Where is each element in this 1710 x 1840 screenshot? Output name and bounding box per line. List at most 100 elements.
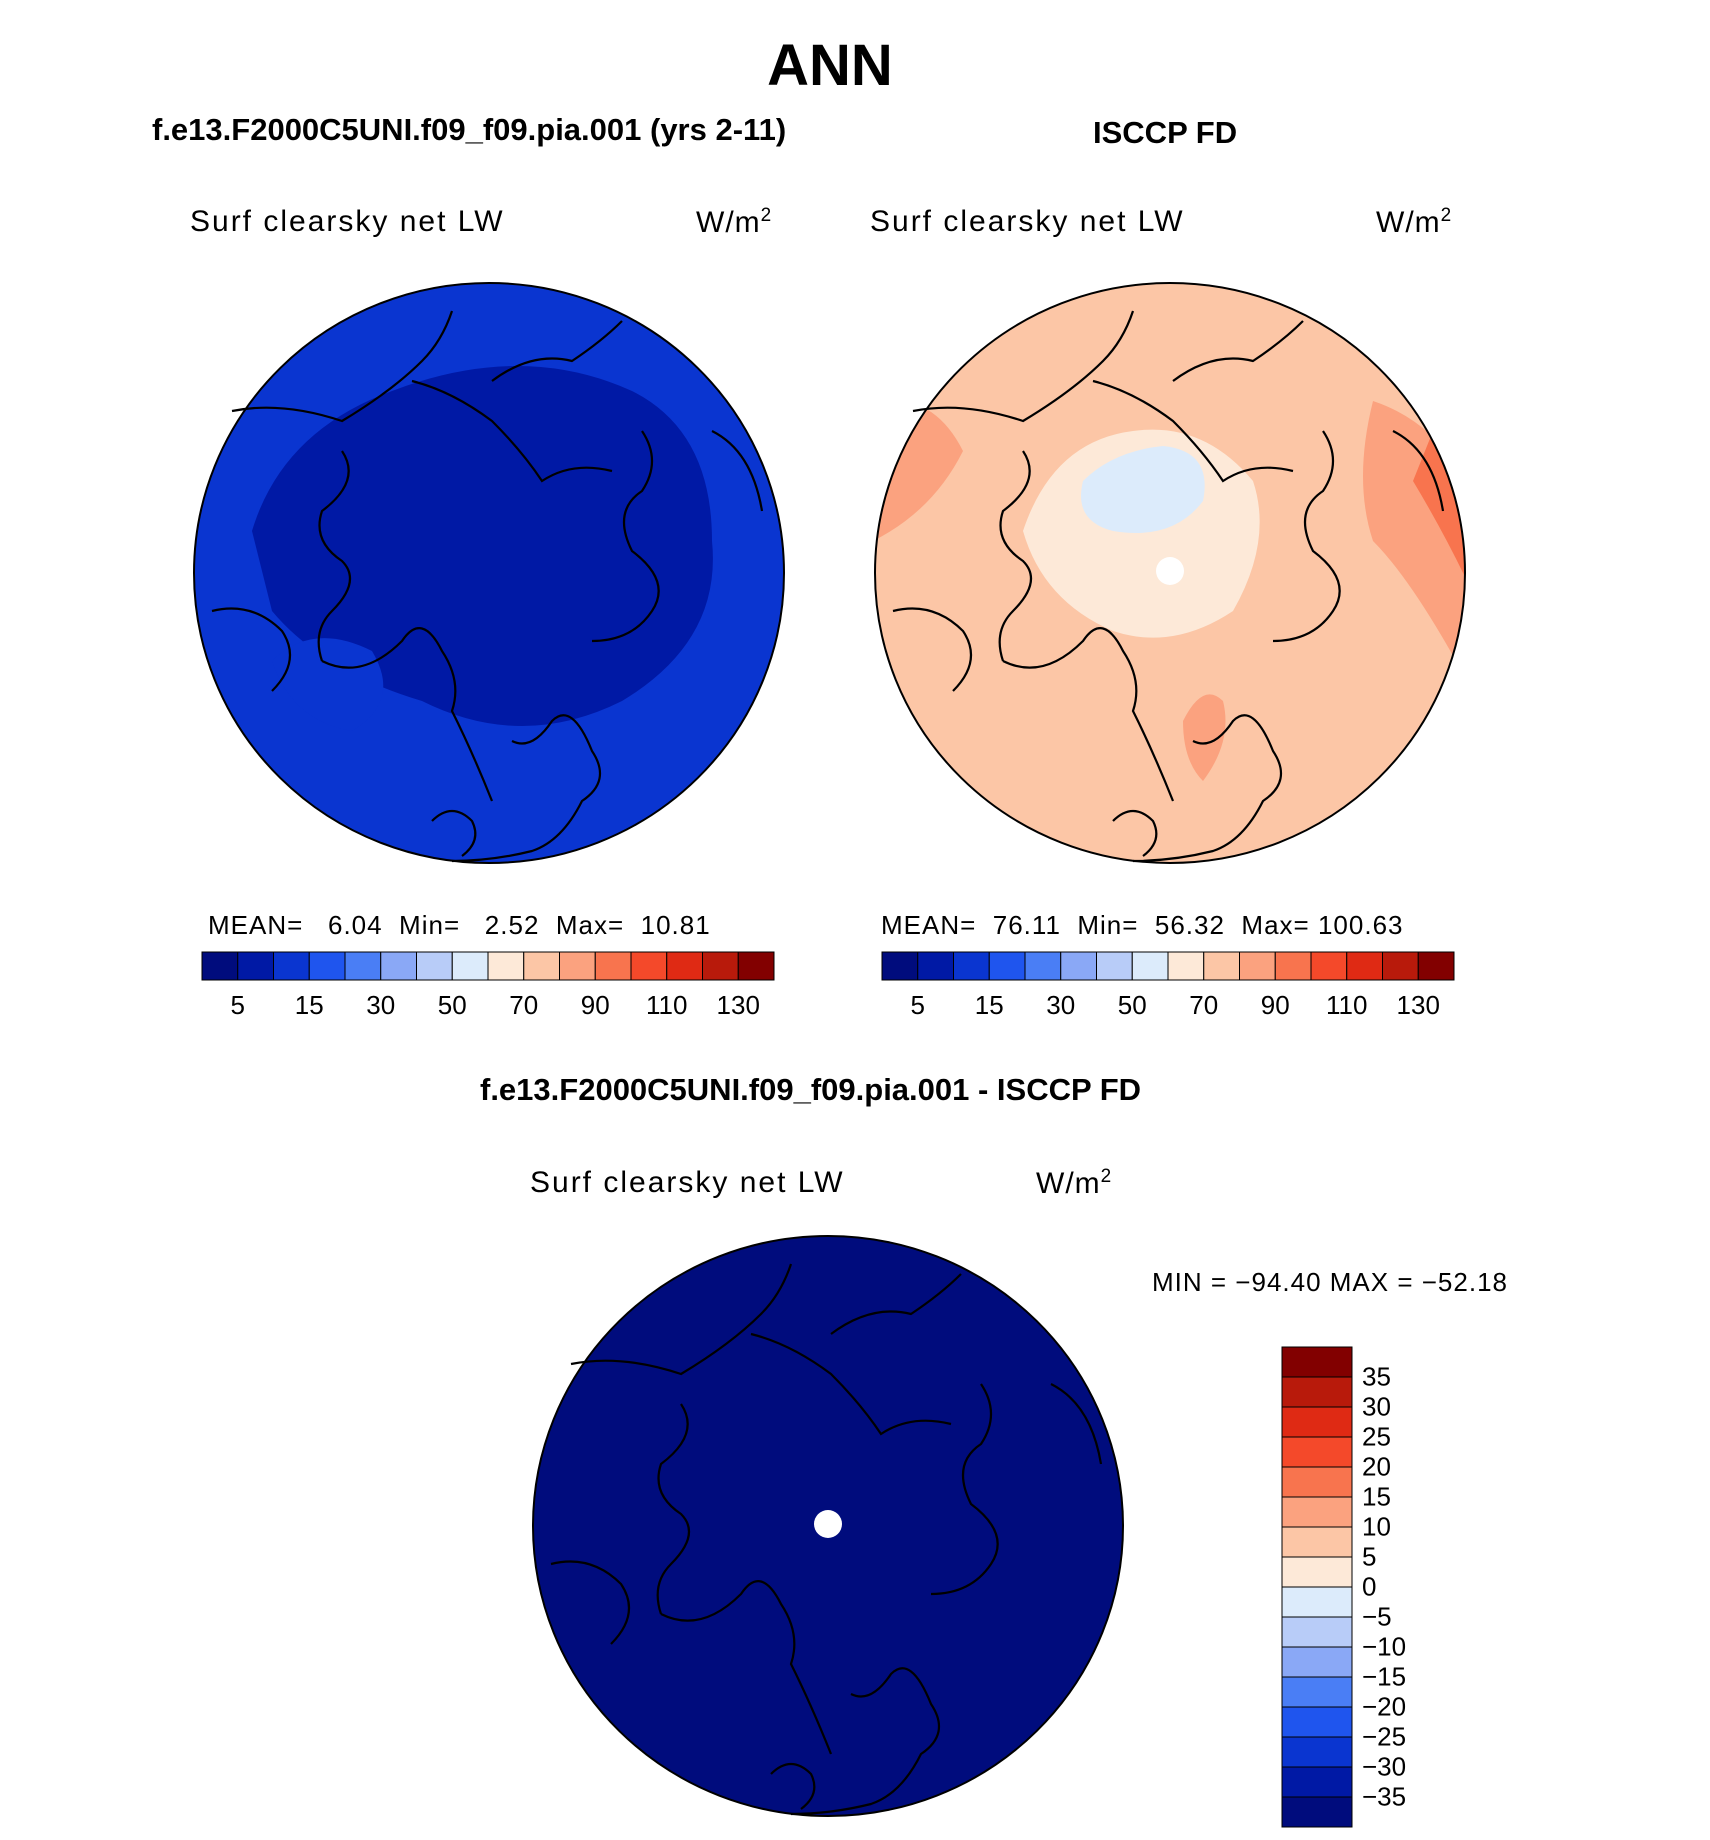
min-label: Min=: [1077, 910, 1139, 940]
mean-value: 6.04: [327, 910, 383, 940]
diff-panel-title: f.e13.F2000C5UNI.f09_f09.pia.001 - ISCCP…: [480, 1072, 1142, 1107]
colorbar-tick-label: 50: [437, 990, 467, 1020]
colorbar-tick-label: 25: [1362, 1421, 1391, 1452]
colorbar-tick-label: 30: [1362, 1391, 1391, 1422]
colorbar-swatch: [1203, 951, 1240, 981]
colorbar-diff: [1281, 1346, 1353, 1828]
max-label: Max=: [555, 910, 625, 940]
colorbar-swatch: [1281, 1796, 1353, 1828]
colorbar-swatch: [953, 951, 990, 981]
colorbar-swatch: [1281, 1466, 1353, 1498]
min-label: Min=: [399, 910, 461, 940]
colorbar-swatch: [1382, 951, 1419, 981]
colorbar-swatch: [1281, 1496, 1353, 1528]
colorbar-obs: [881, 951, 1455, 981]
colorbar-swatch: [594, 951, 632, 981]
field-label-diff: Surf clearsky net LW: [530, 1166, 845, 1199]
colorbar-swatch: [1310, 951, 1348, 981]
max-value: −52.18: [1421, 1267, 1508, 1297]
unit-exponent: 2: [1440, 205, 1453, 226]
colorbar-swatch: [1239, 951, 1276, 981]
colorbar-tick-label: 15: [974, 990, 1004, 1020]
colorbar-tick-label: 90: [580, 990, 610, 1020]
colorbar-tick-label: 110: [646, 990, 688, 1020]
colorbar-swatch: [737, 951, 775, 981]
unit-text: W/m: [1036, 1167, 1101, 1200]
colorbar-swatch: [1281, 1556, 1353, 1588]
max-value: 10.81: [640, 910, 711, 940]
colorbar-tick-label: −35: [1362, 1781, 1407, 1812]
colorbar-swatch: [451, 951, 489, 981]
colorbar-tick-label: −25: [1362, 1721, 1407, 1752]
colorbar-swatch: [1281, 1706, 1353, 1738]
colorbar-tick-label: 130: [1396, 990, 1440, 1020]
mean-label: MEAN=: [208, 910, 304, 940]
colorbar-tick-label: 5: [1362, 1541, 1377, 1572]
colorbar-tick-label: 50: [1117, 990, 1147, 1020]
colorbar-swatch: [1281, 1406, 1353, 1438]
max-label: Max=: [1241, 910, 1310, 940]
colorbar-swatch: [1024, 951, 1062, 981]
polar-map-model: [193, 282, 785, 864]
colorbar-tick-label: −20: [1362, 1691, 1407, 1722]
mean-label: MEAN=: [881, 910, 977, 940]
colorbar-tick-label: 5: [230, 990, 245, 1020]
colorbar-swatch: [1281, 1346, 1353, 1378]
colorbar-tick-label: 110: [1326, 990, 1368, 1020]
unit-exponent: 2: [760, 205, 773, 226]
colorbar-swatch: [1417, 951, 1455, 981]
colorbar-tick-label: 70: [509, 990, 539, 1020]
colorbar-swatch: [416, 951, 453, 981]
max-value: 100.63: [1317, 910, 1404, 940]
unit-label-obs: W/m2: [1376, 205, 1452, 240]
colorbar-tick-label: 30: [366, 990, 396, 1020]
stats-obs: MEAN= 76.11 Min= 56.32 Max= 100.63: [881, 910, 1404, 941]
min-value: −94.40: [1235, 1267, 1322, 1297]
colorbar-swatch: [559, 951, 596, 981]
unit-text: W/m: [696, 206, 761, 239]
colorbar-swatch: [702, 951, 739, 981]
map-region-obs-norway: [1183, 694, 1226, 781]
map-outline-obs: [874, 282, 1466, 864]
colorbar-swatch: [666, 951, 703, 981]
map-region-obs-ice: [1081, 446, 1205, 533]
colorbar-swatch: [1131, 951, 1169, 981]
figure-title: ANN: [767, 33, 893, 98]
colorbar-tick-label: −5: [1362, 1601, 1392, 1632]
colorbar-swatch: [881, 951, 919, 981]
colorbar-swatch: [273, 951, 310, 981]
unit-label-diff: W/m2: [1036, 1166, 1112, 1201]
colorbar-tick-label: 70: [1189, 990, 1219, 1020]
colorbar-swatch: [1281, 1586, 1353, 1618]
colorbar-swatch: [1281, 1676, 1353, 1708]
colorbar-swatch: [1281, 1616, 1353, 1648]
min-label: MIN =: [1152, 1267, 1236, 1297]
map-outline-diff: [532, 1235, 1124, 1817]
colorbar-swatch: [1060, 951, 1097, 981]
colorbar-tick-label: −10: [1362, 1631, 1407, 1662]
colorbar-swatch: [487, 951, 525, 981]
map-outline-model: [193, 282, 785, 864]
max-label: MAX =: [1321, 1267, 1422, 1297]
colorbar-swatch: [523, 951, 560, 981]
colorbar-tick-label: 0: [1362, 1571, 1377, 1602]
colorbar-swatch: [1281, 1376, 1353, 1408]
mean-value: 76.11: [992, 910, 1061, 940]
min-value: 56.32: [1154, 910, 1225, 940]
colorbar-swatch: [344, 951, 382, 981]
colorbar-swatch: [1096, 951, 1133, 981]
coastlines-diff: [550, 1263, 1103, 1816]
panel-title-obs: ISCCP FD: [1093, 115, 1238, 150]
colorbar-swatch: [1281, 1646, 1353, 1678]
colorbar-swatch: [1281, 1736, 1353, 1768]
colorbar-swatch: [988, 951, 1026, 981]
colorbar-swatch: [630, 951, 668, 981]
colorbar-tick-label: 20: [1362, 1451, 1391, 1482]
colorbar-tick-label: −15: [1362, 1661, 1407, 1692]
colorbar-swatch: [201, 951, 239, 981]
panel-title-model: f.e13.F2000C5UNI.f09_f09.pia.001 (yrs 2-…: [152, 112, 787, 147]
colorbar-swatch: [237, 951, 274, 981]
colorbar-model: [201, 951, 775, 981]
min-value: 2.52: [484, 910, 540, 940]
pole-hole-obs: [1156, 557, 1184, 585]
